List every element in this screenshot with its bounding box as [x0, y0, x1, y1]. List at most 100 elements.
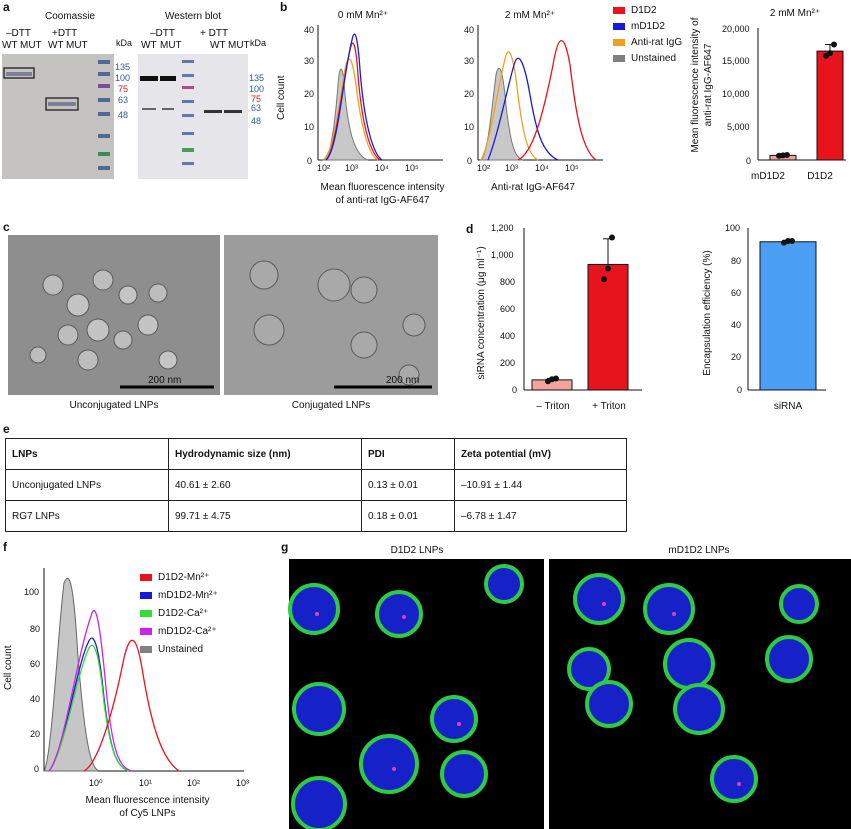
hist-f-ytick-60: 60	[30, 659, 41, 669]
bar-b-cat-md1d2: mD1D2	[751, 171, 785, 182]
bar-d2-ytick-60: 60	[731, 288, 742, 298]
hist1-ytick-10: 10	[304, 122, 315, 132]
hist-f-ytick-40: 40	[30, 694, 41, 704]
coomassie-marker-75: 75	[118, 84, 129, 94]
legend-f-swatch-d1d2-mn	[140, 573, 152, 581]
caption-unconjugated: Unconjugated LNPs	[69, 400, 159, 411]
coomassie-lane-mut-2: MUT	[66, 40, 88, 51]
hist1-xtick-5: 10⁵	[405, 163, 419, 173]
hist-f-xlabel-line2: of Cy5 LNPs	[119, 808, 176, 819]
western-kda-label: kDa	[250, 38, 267, 48]
hist1-ytick-20: 20	[304, 89, 315, 99]
coomassie-marker-135: 135	[115, 62, 131, 72]
data-point-1-2	[831, 41, 837, 48]
legend-f-unstained: Unstained	[140, 644, 203, 655]
row1-zeta: –10.91 ± 1.44	[454, 469, 627, 501]
hist1-xtick-2: 10²	[317, 163, 331, 173]
hist-f-ytick-80: 80	[30, 624, 41, 634]
panel-c-label: c	[3, 220, 10, 234]
western-lane-wt-1: WT	[141, 40, 157, 51]
coomassie-marker-48: 48	[118, 110, 129, 120]
legend-f-swatch-md1d2-ca	[140, 627, 152, 635]
tem-image-conjugated	[224, 235, 438, 395]
hist1-xlabel-line2: of anti-rat IgG-AF647	[335, 195, 430, 206]
row2-zeta: –6.78 ± 1.47	[454, 500, 627, 532]
bar-d2-ytick-80: 80	[731, 256, 742, 266]
bar-d1-ytick-400: 400	[500, 331, 516, 341]
coomassie-group-minus-dtt: –DTT	[6, 28, 31, 39]
western-marker-135: 135	[249, 73, 265, 83]
bar-d1-ytick-1200: 1,200	[491, 223, 514, 233]
coomassie-group-plus-dtt: +DTT	[52, 28, 78, 39]
data-point-1-0	[601, 276, 607, 283]
header-lnps: LNPs	[5, 438, 169, 470]
legend-f-swatch-md1d2-mn	[140, 591, 152, 599]
row2-lnps: RG7 LNPs	[5, 500, 169, 532]
hist-f-ytick-100: 100	[24, 587, 40, 597]
hist-f-xtick-1: 10¹	[139, 778, 153, 788]
legend-unstained: Unstained	[613, 53, 676, 64]
bar-1	[816, 50, 844, 161]
western-blot-image	[138, 54, 248, 179]
western-marker-63: 63	[251, 103, 262, 113]
panel-g-label: g	[281, 540, 289, 554]
bar-b-title: 2 mM Mn²⁺	[769, 8, 821, 19]
caption-conjugated: Conjugated LNPs	[291, 400, 371, 411]
bar-d1-cat-minus-triton: – Triton	[536, 401, 570, 412]
microscopy-title-md1d2: mD1D2 LNPs	[668, 545, 730, 556]
bar-b-ytick-15000: 15,000	[722, 56, 750, 66]
header-pdi: PDI	[361, 438, 455, 470]
hist2-xtick-3: 10³	[505, 163, 519, 173]
bar-d1-cat-plus-triton: + Triton	[592, 401, 626, 412]
bar-chart-d1	[523, 228, 642, 391]
hist2-ytick-20: 20	[464, 89, 475, 99]
hist1-xtick-4: 10⁴	[375, 163, 389, 173]
bar-d1-ytick-200: 200	[500, 358, 516, 368]
legend-f-d1d2-ca: D1D2-Ca²⁺	[140, 608, 208, 619]
hist1-xtick-3: 10³	[345, 163, 359, 173]
data-point-0-2	[784, 152, 790, 159]
bar-0	[759, 241, 817, 391]
tem-image-unconjugated	[8, 235, 220, 395]
microscopy-image-md1d2	[549, 559, 851, 829]
western-group-minus-dtt: –DTT	[150, 28, 175, 39]
panel-e-label: e	[3, 422, 10, 436]
western-lane-mut-2: MUT	[228, 40, 250, 51]
bar-d1-ytick-600: 600	[500, 304, 516, 314]
hist-f-ylabel: Cell count	[3, 645, 14, 690]
bar-b-ytick-5000: 5,000	[727, 122, 750, 132]
data-point-1-1	[827, 50, 833, 57]
coomassie-marker-63: 63	[118, 95, 129, 105]
hist-ylabel: Cell count	[276, 75, 287, 120]
header-zeta: Zeta potential (mV)	[454, 438, 627, 470]
hist2-xtick-2: 10²	[477, 163, 491, 173]
panel-a-label: a	[3, 0, 10, 14]
hist1-ytick-30: 30	[304, 56, 315, 66]
hist-f-xlabel-line1: Mean fluorescence intensity	[85, 795, 210, 806]
western-marker-75: 75	[251, 94, 262, 104]
bar-d2-ytick-40: 40	[731, 320, 742, 330]
panel-f-label: f	[3, 540, 7, 554]
hist-f-xtick-2: 10²	[187, 778, 201, 788]
hist1-ytick-40: 40	[304, 25, 315, 35]
legend-swatch-antirat	[613, 38, 625, 46]
scale-bar-label-1: 200 nm	[148, 375, 182, 386]
hist-f-ytick-20: 20	[30, 729, 41, 739]
bar-d2-ytick-100: 100	[725, 223, 741, 233]
hist1-title: 0 mM Mn²⁺	[337, 10, 389, 21]
hist2-plot	[477, 25, 603, 161]
bar-b-cat-d1d2: D1D2	[807, 171, 833, 182]
lnp-properties-table: LNPs Hydrodynamic size (nm) PDI Zeta pot…	[5, 438, 627, 532]
hist2-xlabel: Anti-rat IgG-AF647	[491, 182, 575, 193]
bar-1	[587, 263, 629, 391]
row1-lnps: Unconjugated LNPs	[5, 469, 169, 501]
hist1-ytick-0: 0	[307, 156, 313, 166]
hist2-ytick-30: 30	[464, 56, 475, 66]
western-lane-wt-2: WT	[210, 40, 226, 51]
legend-swatch-d1d2	[613, 6, 625, 14]
western-marker-100: 100	[249, 84, 265, 94]
legend-swatch-md1d2	[613, 22, 625, 30]
panel-d-label: d	[466, 222, 474, 236]
data-point-0-2	[789, 237, 795, 244]
bar-d2-ytick-20: 20	[731, 352, 742, 362]
